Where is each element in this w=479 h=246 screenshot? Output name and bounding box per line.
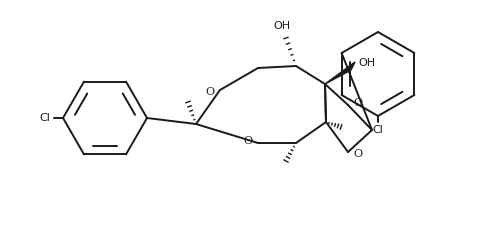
- Text: O: O: [354, 149, 363, 159]
- Text: O: O: [354, 98, 363, 108]
- Text: Cl: Cl: [373, 125, 383, 135]
- Text: Cl: Cl: [40, 113, 50, 123]
- Text: OH: OH: [274, 21, 291, 31]
- Text: O: O: [205, 87, 215, 97]
- Text: O: O: [243, 136, 252, 146]
- Polygon shape: [325, 62, 355, 84]
- Text: OH: OH: [358, 58, 376, 68]
